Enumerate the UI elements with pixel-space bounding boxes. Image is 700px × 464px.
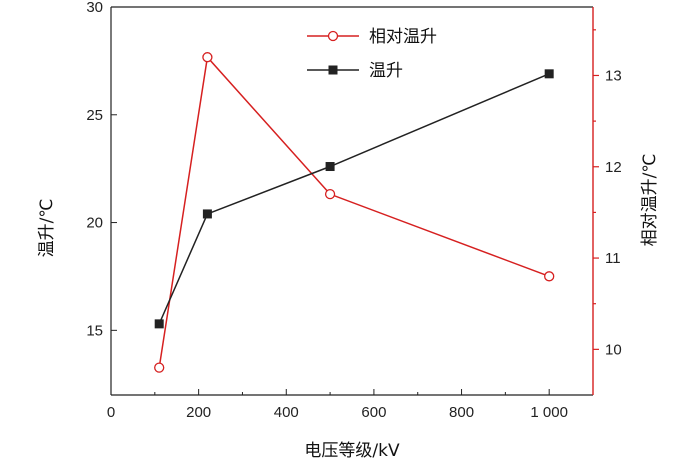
data-point-square xyxy=(202,209,212,219)
data-point-circle xyxy=(324,189,336,200)
x-tick-label: 0 xyxy=(107,404,115,421)
data-point-square xyxy=(544,69,554,79)
data-point-square xyxy=(325,162,335,172)
y-right-tick-label: 10 xyxy=(605,341,622,358)
x-axis-title: 电压等级/kV xyxy=(304,441,400,461)
data-point-square xyxy=(154,319,164,329)
y-left-tick-label: 15 xyxy=(86,322,103,339)
series-markers xyxy=(154,52,555,373)
x-tick-label: 200 xyxy=(186,404,211,421)
data-point-circle xyxy=(154,362,165,373)
series-line xyxy=(158,73,550,325)
data-point-circle xyxy=(202,52,213,63)
legend-label: 相对温升 xyxy=(369,27,437,47)
y-left-axis-title: 温升/℃ xyxy=(37,199,57,258)
y-right-tick-label: 13 xyxy=(605,67,622,84)
series-lines xyxy=(158,55,550,368)
y-left-tick-label: 25 xyxy=(86,107,103,124)
data-point-circle xyxy=(544,271,555,282)
y-right-axis-title: 相对温升/℃ xyxy=(640,154,660,247)
x-tick-label: 400 xyxy=(274,404,299,421)
x-tick-label: 800 xyxy=(449,404,474,421)
tick-group: 0 200 400 600 800 1 000 15 20 25 30 10 11 12 13 xyxy=(86,0,621,421)
series-line xyxy=(158,55,550,368)
legend-marker-square xyxy=(328,65,338,75)
legend-marker-circle xyxy=(327,30,339,42)
y-right-tick-label: 12 xyxy=(605,159,622,176)
x-tick-label: 600 xyxy=(361,404,386,421)
plot-axes xyxy=(110,6,594,396)
y-left-tick-label: 20 xyxy=(86,215,103,232)
legend-label: 温升 xyxy=(369,61,403,81)
y-left-tick-label: 30 xyxy=(86,0,103,16)
x-tick-label: 1 000 xyxy=(530,404,568,421)
y-right-tick-label: 11 xyxy=(605,250,621,267)
